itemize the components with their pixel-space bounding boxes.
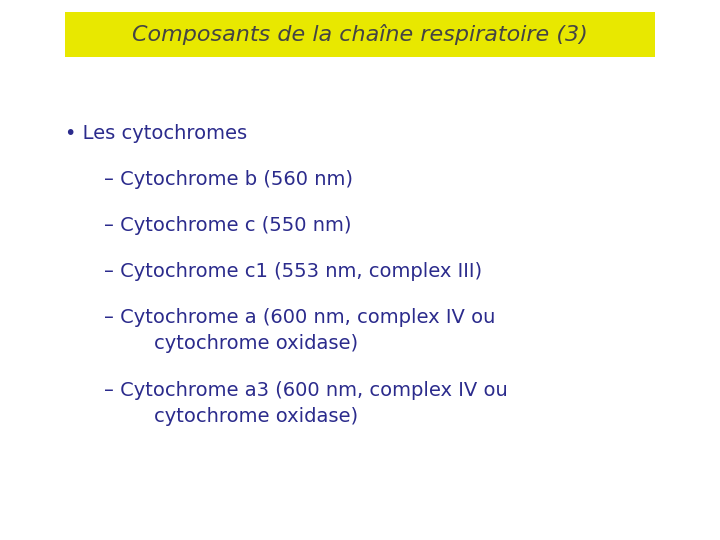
Text: – Cytochrome c (550 nm): – Cytochrome c (550 nm): [104, 216, 352, 235]
FancyBboxPatch shape: [65, 12, 655, 57]
Text: – Cytochrome a3 (600 nm, complex IV ou
        cytochrome oxidase): – Cytochrome a3 (600 nm, complex IV ou c…: [104, 381, 508, 426]
Text: – Cytochrome b (560 nm): – Cytochrome b (560 nm): [104, 170, 354, 189]
Text: Composants de la chaîne respiratoire (3): Composants de la chaîne respiratoire (3): [132, 24, 588, 45]
Text: • Les cytochromes: • Les cytochromes: [65, 124, 247, 143]
Text: – Cytochrome c1 (553 nm, complex III): – Cytochrome c1 (553 nm, complex III): [104, 262, 482, 281]
Text: – Cytochrome a (600 nm, complex IV ou
        cytochrome oxidase): – Cytochrome a (600 nm, complex IV ou cy…: [104, 308, 496, 353]
